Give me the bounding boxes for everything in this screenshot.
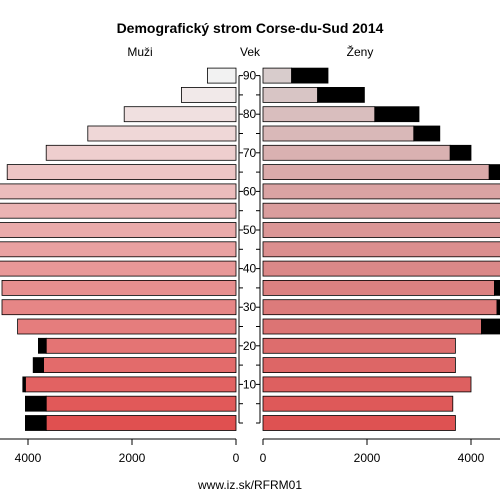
- female-bar-25-29: [262, 318, 482, 335]
- x-tick-label-right: 0: [260, 451, 267, 465]
- female-bar-0-4: [262, 415, 456, 431]
- male-bar-60-64: [0, 183, 237, 200]
- age-tick-label: 20: [243, 339, 257, 353]
- male-excess-15-19: [32, 357, 45, 374]
- footer-url: www.iz.sk/RFRM01: [197, 478, 302, 492]
- female-excess-65-69: [488, 164, 500, 181]
- female-bar-40-44: [262, 260, 500, 277]
- age-tick-label: 80: [243, 107, 257, 121]
- age-tick-label: 30: [243, 300, 257, 314]
- male-excess-0-4: [24, 415, 47, 431]
- female-bar-15-19: [262, 357, 456, 374]
- female-bar-35-39: [262, 279, 495, 296]
- male-bar-85-89: [180, 87, 237, 103]
- age-tick-label: 60: [243, 184, 257, 198]
- female-excess-35-39: [493, 279, 500, 296]
- age-tick-label: 10: [243, 377, 257, 391]
- x-axis-left: 80006000400020000: [0, 438, 240, 465]
- female-bar-45-49: [262, 241, 500, 258]
- male-label: Muži: [127, 45, 152, 59]
- x-tick-label-right: 2000: [354, 451, 381, 465]
- female-excess-75-79: [413, 125, 441, 142]
- male-bar-75-79: [87, 125, 237, 142]
- male-bar-25-29: [17, 318, 237, 335]
- female-excess-70-74: [449, 144, 472, 161]
- male-bar-50-54: [0, 222, 237, 238]
- x-tick-label-right: 4000: [458, 451, 485, 465]
- female-bar-5-9: [262, 395, 454, 412]
- female-bar-55-59: [262, 202, 500, 219]
- female-excess-30-34: [496, 299, 500, 316]
- age-tick-label: 50: [243, 223, 257, 237]
- female-bar-50-54: [262, 222, 500, 238]
- x-axis-right: 02000400060008000: [260, 438, 500, 465]
- female-bar-75-79: [262, 125, 415, 142]
- male-bar-55-59: [0, 202, 237, 219]
- chart-title: Demografický strom Corse-du-Sud 2014: [117, 20, 384, 36]
- female-bar-60-64: [262, 183, 500, 200]
- female-bar-90+: [262, 67, 293, 84]
- female-excess-80-84: [374, 106, 420, 123]
- female-bar-80-84: [262, 106, 376, 123]
- female-bar-65-69: [262, 164, 490, 181]
- male-bar-80-84: [123, 106, 237, 123]
- male-excess-20-24: [38, 337, 47, 354]
- male-bar-20-24: [45, 337, 237, 354]
- female-label: Ženy: [347, 44, 374, 59]
- age-tick-label: 90: [243, 69, 257, 83]
- male-bar-10-14: [24, 376, 237, 393]
- male-excess-10-14: [22, 376, 26, 393]
- female-bar-70-74: [262, 144, 451, 161]
- male-bar-45-49: [0, 241, 237, 258]
- female-excess-25-29: [480, 318, 500, 335]
- male-bars: [0, 67, 237, 431]
- female-bar-30-34: [262, 299, 498, 316]
- male-bar-40-44: [0, 260, 237, 277]
- female-excess-85-89: [317, 87, 365, 103]
- female-bars: [262, 67, 500, 431]
- age-axis: 10 20 30 40 50 60 70 80 90: [238, 69, 261, 424]
- x-tick-label-left: 0: [233, 451, 240, 465]
- x-tick-label-left: 2000: [119, 451, 146, 465]
- female-bar-20-24: [262, 337, 456, 354]
- male-bar-90+: [206, 67, 237, 84]
- male-bar-35-39: [1, 279, 237, 296]
- male-excess-5-9: [24, 395, 47, 412]
- male-bar-5-9: [45, 395, 237, 412]
- x-tick-label-left: 4000: [15, 451, 42, 465]
- female-excess-90+: [291, 67, 329, 84]
- male-bar-15-19: [43, 357, 237, 374]
- male-bar-70-74: [45, 144, 237, 161]
- female-bar-85-89: [262, 87, 318, 103]
- female-bar-10-14: [262, 376, 472, 393]
- age-tick-label: 40: [243, 262, 257, 276]
- male-bar-65-69: [6, 164, 237, 181]
- age-label: Vek: [240, 45, 261, 59]
- male-bar-0-4: [45, 415, 237, 431]
- male-bar-30-34: [1, 299, 237, 316]
- age-tick-label: 70: [243, 146, 257, 160]
